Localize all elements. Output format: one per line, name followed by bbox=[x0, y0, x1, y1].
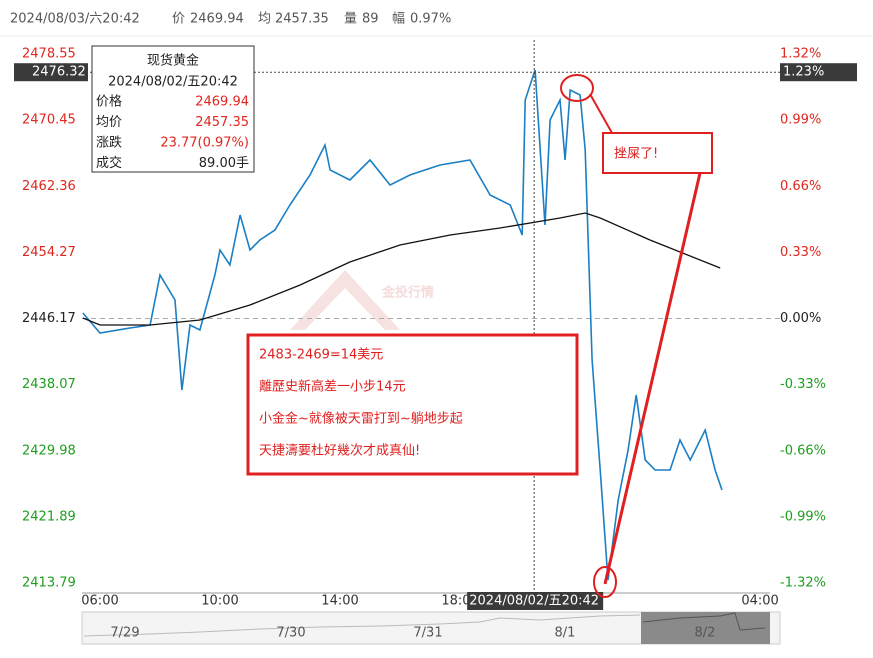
tooltip-value: 2469.94 bbox=[195, 95, 249, 110]
crosshair-y-label: 2476.32 bbox=[32, 65, 86, 80]
header-item: 量 bbox=[344, 12, 357, 27]
note-line: 離歷史新高差一小步14元 bbox=[259, 379, 406, 395]
navigator-label: 7/30 bbox=[276, 626, 305, 641]
header-item: 0.97% bbox=[410, 12, 451, 27]
header-item: 均 bbox=[258, 12, 271, 27]
y-tick-label: 2470.45 bbox=[22, 113, 76, 128]
y2-tick-label: -0.33% bbox=[780, 377, 826, 392]
y2-tick-label: 0.00% bbox=[780, 311, 821, 326]
x-tick-label: 14:00 bbox=[321, 594, 358, 609]
navigator-line bbox=[83, 614, 641, 637]
annotation-circle bbox=[560, 74, 594, 102]
y2-tick-label: 0.33% bbox=[780, 245, 821, 260]
header-item: 2024/08/03/六20:42 bbox=[10, 12, 140, 27]
annotation-circle bbox=[593, 566, 617, 598]
tooltip-key: 涨跌 bbox=[96, 135, 122, 151]
navigator-label: 8/1 bbox=[555, 626, 576, 641]
x-tick-label: 10:00 bbox=[201, 594, 238, 609]
y2-tick-label: -0.66% bbox=[780, 443, 826, 458]
crosshair-y2-box bbox=[780, 63, 857, 82]
header-item: 2457.35 bbox=[275, 12, 329, 27]
annotation-arrow bbox=[589, 93, 613, 134]
tooltip-time: 2024/08/02/五20:42 bbox=[108, 75, 238, 90]
y-tick-label: 2478.55 bbox=[22, 47, 76, 62]
x-tick-label: 06:00 bbox=[81, 594, 118, 609]
tooltip-value: 2457.35 bbox=[195, 115, 249, 130]
tooltip-key: 均价 bbox=[96, 115, 122, 130]
y-tick-label: 2429.98 bbox=[22, 443, 76, 458]
y2-tick-label: 1.32% bbox=[780, 47, 821, 62]
note-box bbox=[246, 333, 579, 476]
x-tick-label: 04:00 bbox=[741, 594, 778, 609]
tooltip-value: 23.77(0.97%) bbox=[160, 136, 249, 151]
average-line bbox=[82, 212, 721, 326]
y-tick-label: 2438.07 bbox=[22, 377, 76, 392]
y-tick-label: 2462.36 bbox=[22, 179, 76, 194]
crosshair-x-box bbox=[467, 592, 604, 610]
y-tick-label: 2446.17 bbox=[22, 311, 76, 326]
navigator-label: 8/2 bbox=[695, 626, 716, 641]
crosshair-y2-label: 1.23% bbox=[783, 65, 824, 80]
watermark-brand: 金投行情 bbox=[381, 285, 434, 301]
callout-box bbox=[602, 132, 713, 174]
navigator-selection-line bbox=[642, 612, 766, 631]
y2-tick-label: 0.66% bbox=[780, 179, 821, 194]
price-line bbox=[82, 69, 723, 581]
y-tick-label: 2454.27 bbox=[22, 245, 76, 260]
navigator-label: 7/31 bbox=[413, 626, 442, 641]
tooltip-box bbox=[91, 45, 255, 173]
tooltip-value: 89.00手 bbox=[199, 156, 249, 171]
annotation-arrow bbox=[603, 172, 702, 585]
navigator-selection bbox=[641, 612, 770, 644]
header-item: 89 bbox=[362, 12, 379, 27]
note-line: 天捷濤要杜好幾次才成真仙! bbox=[259, 443, 420, 459]
tooltip-key: 价格 bbox=[96, 94, 122, 110]
y-tick-label: 2421.89 bbox=[22, 509, 76, 524]
y2-tick-label: 0.99% bbox=[780, 113, 821, 128]
crosshair-x-label: 2024/08/02/五20:42 bbox=[469, 594, 599, 609]
header-item: 幅 bbox=[392, 12, 405, 27]
header-item: 价 bbox=[172, 12, 185, 27]
y-tick-label: 2413.79 bbox=[22, 576, 76, 591]
note-line: 小金金~就像被天雷打到~躺地步起 bbox=[259, 411, 463, 427]
tooltip-key: 成交 bbox=[96, 155, 122, 171]
tooltip-title: 现货黄金 bbox=[147, 53, 199, 69]
callout-text: 挫屎了! bbox=[614, 147, 658, 162]
watermark-logo bbox=[290, 270, 400, 330]
y2-tick-label: -1.32% bbox=[780, 576, 826, 591]
navigator-label: 7/29 bbox=[110, 626, 139, 641]
header-item: 2469.94 bbox=[190, 12, 244, 27]
note-line: 2483-2469=14美元 bbox=[259, 348, 383, 363]
y2-tick-label: -0.99% bbox=[780, 509, 826, 524]
crosshair-y-box bbox=[14, 63, 88, 82]
